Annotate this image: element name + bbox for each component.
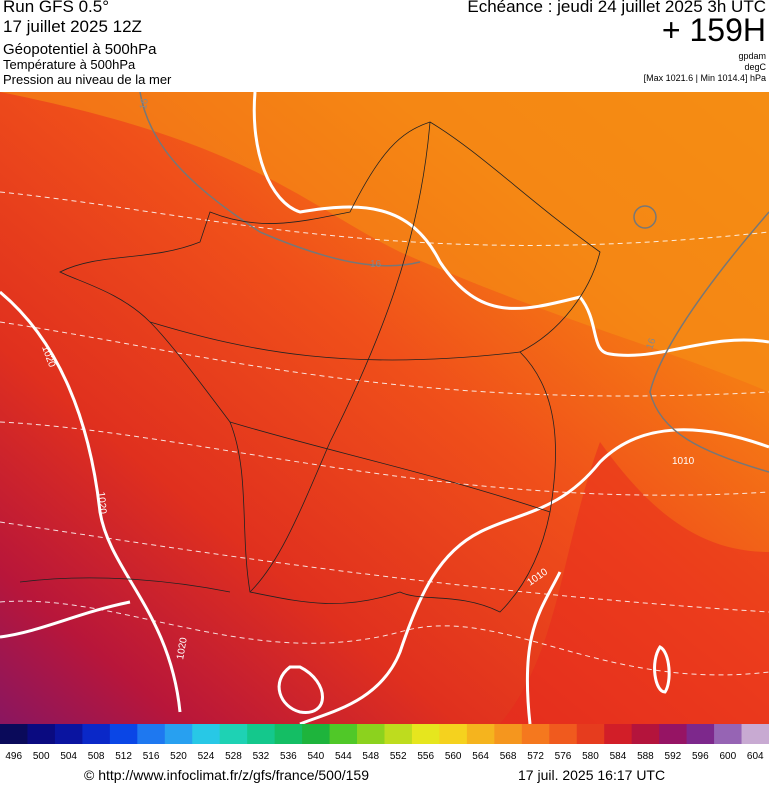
colorbar-swatch <box>549 724 578 744</box>
colorbar-swatch <box>82 724 111 744</box>
colorbar-label: 560 <box>445 751 462 762</box>
colorbar-label: 524 <box>198 751 215 762</box>
colorbar-swatch <box>164 724 193 744</box>
colorbar-swatch <box>604 724 633 744</box>
colorbar-swatch <box>109 724 138 744</box>
colorbar-swatch <box>384 724 413 744</box>
map: 1020 1020 1020 1010 1010 16 16 16 <box>0 92 769 724</box>
colorbar-swatch <box>576 724 605 744</box>
colorbar-label: 532 <box>253 751 270 762</box>
colorbar-swatch <box>439 724 468 744</box>
colorbar-swatch <box>54 724 83 744</box>
unit: [Max 1021.6 | Min 1014.4] hPa <box>643 73 766 83</box>
contour-label: 16 <box>370 259 382 270</box>
colorbar-label: 504 <box>60 751 77 762</box>
timestamp: 17 juil. 2025 16:17 UTC <box>518 767 666 783</box>
colorbar-label: 520 <box>170 751 187 762</box>
colorbar-swatch <box>0 724 28 744</box>
contour-label: 1020 <box>175 636 190 660</box>
colorbar-swatch <box>137 724 166 744</box>
colorbar-swatch <box>741 724 769 744</box>
colorbar-label: 604 <box>747 751 764 762</box>
borders <box>19 121 601 613</box>
colorbar-swatch <box>686 724 715 744</box>
colorbar-label: 584 <box>610 751 627 762</box>
colorbar-label: 544 <box>335 751 352 762</box>
colorbar-swatch <box>659 724 688 744</box>
colorbar-swatch <box>466 724 495 744</box>
contour-label: 16 <box>644 336 658 351</box>
colorbar-label: 496 <box>5 751 22 762</box>
colorbar-label: 580 <box>582 751 599 762</box>
colorbar-label: 572 <box>527 751 544 762</box>
colorbar-swatch <box>302 724 331 744</box>
layer-title: Géopotentiel à 500hPa <box>3 41 157 58</box>
colorbar-swatch <box>27 724 56 744</box>
run-title: Run GFS 0.5° <box>3 0 110 16</box>
colorbar-label: 508 <box>88 751 105 762</box>
colorbar-label: 512 <box>115 751 132 762</box>
unit: gpdam <box>738 51 766 61</box>
colorbar-swatch <box>631 724 660 744</box>
forecast-offset: + 159H <box>661 12 766 48</box>
colorbar-label: 588 <box>637 751 654 762</box>
colorbar-swatch <box>357 724 385 744</box>
colorbar-swatch <box>219 724 248 744</box>
colorbar-swatch <box>274 724 303 744</box>
colorbar-label: 564 <box>472 751 489 762</box>
colorbar-label: 540 <box>307 751 324 762</box>
colorbar-label: 596 <box>692 751 709 762</box>
colorbar: 496 500 504 508 512 516 520 524 528 532 536 540 544 5… <box>0 724 769 762</box>
forecast-time: Echéance : jeudi 24 juillet 2025 3h UTC <box>467 0 766 16</box>
colorbar-label: 516 <box>143 751 160 762</box>
run-date: 17 juillet 2025 12Z <box>3 17 142 36</box>
colorbar-swatch <box>247 724 276 744</box>
colorbar-swatch <box>521 724 550 744</box>
colorbar-label: 552 <box>390 751 407 762</box>
colorbar-label: 568 <box>500 751 517 762</box>
colorbar-swatch <box>329 724 358 744</box>
isobars <box>0 92 769 724</box>
source: © http://www.infoclimat.fr/z/gfs/france/… <box>84 767 369 783</box>
colorbar-label: 600 <box>719 751 736 762</box>
layer-title: Température à 500hPa <box>3 57 136 72</box>
temperature-band <box>0 92 769 392</box>
unit: degC <box>744 62 766 72</box>
colorbar-swatch <box>411 724 440 744</box>
colorbar-label: 536 <box>280 751 297 762</box>
colorbar-swatch <box>192 724 221 744</box>
colorbar-label: 548 <box>362 751 379 762</box>
colorbar-swatch <box>714 724 743 744</box>
colorbar-label: 556 <box>417 751 434 762</box>
contour-label: 1010 <box>672 456 695 467</box>
colorbar-label: 500 <box>33 751 50 762</box>
temperature-band <box>500 442 769 724</box>
colorbar-swatch <box>494 724 523 744</box>
colorbar-label: 576 <box>555 751 572 762</box>
contour-label: 1020 <box>95 491 108 515</box>
contour-label: 16 <box>138 97 151 110</box>
colorbar-label: 592 <box>665 751 682 762</box>
colorbar-label: 528 <box>225 751 242 762</box>
layer-title: Pression au niveau de la mer <box>3 72 172 87</box>
geopotential <box>139 92 769 473</box>
isotherms <box>0 191 769 676</box>
